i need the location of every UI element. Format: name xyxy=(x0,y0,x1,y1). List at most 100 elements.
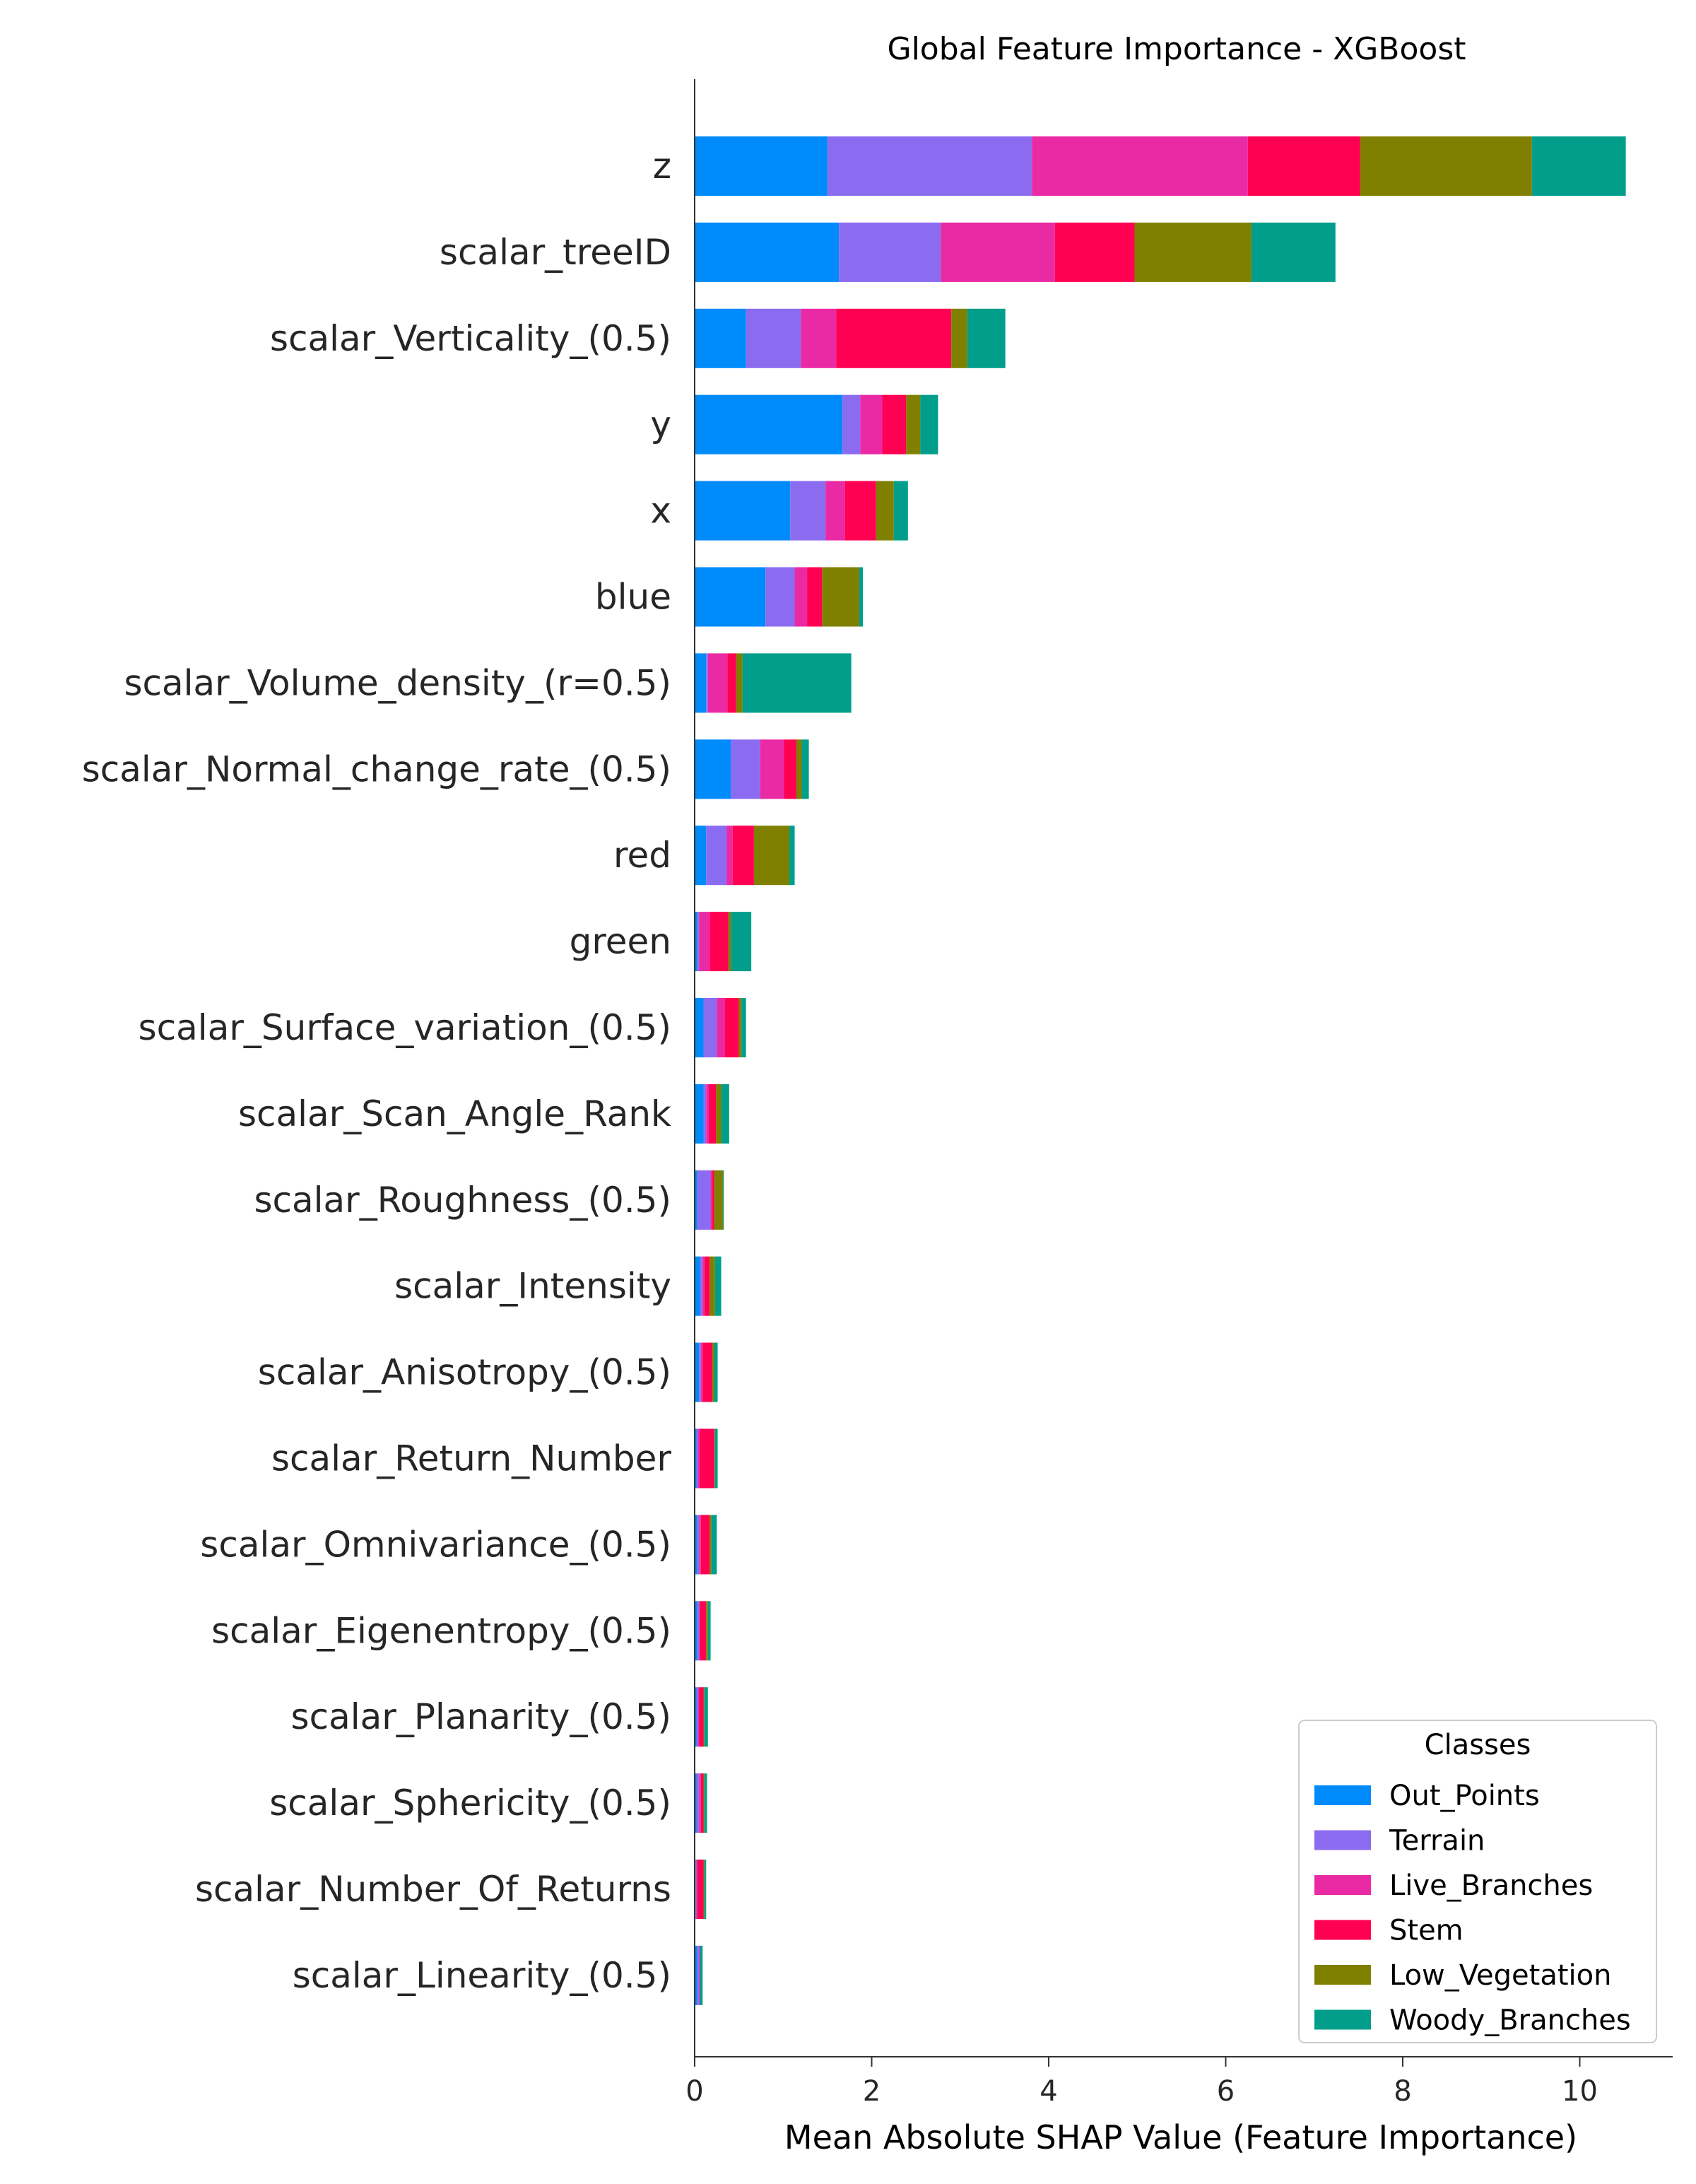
bar-segment-terrain-21 xyxy=(697,1945,700,2005)
y-tick-label: z xyxy=(653,146,671,187)
y-tick-label: red xyxy=(613,835,671,876)
bar-segment-out-points-9 xyxy=(695,912,697,972)
bar-segment-woody-branches-3 xyxy=(920,394,938,454)
x-tick-label: 10 xyxy=(1562,2075,1598,2108)
bar-segment-live-branches-3 xyxy=(860,394,883,454)
bar-segment-live-branches-17 xyxy=(699,1601,700,1661)
bar-segment-woody-branches-21 xyxy=(700,1945,703,2005)
bar-segment-out-points-15 xyxy=(695,1428,697,1489)
bar-segment-woody-branches-13 xyxy=(714,1256,722,1316)
y-tick-label: x xyxy=(650,491,671,532)
bar-segment-live-branches-21 xyxy=(699,1945,700,2005)
bar-segment-woody-branches-2 xyxy=(967,308,1006,368)
bar-segment-woody-branches-14 xyxy=(714,1342,718,1402)
bar-segment-terrain-19 xyxy=(696,1773,700,1833)
y-tick-label: scalar_Number_Of_Returns xyxy=(195,1869,671,1910)
legend-label: Terrain xyxy=(1389,1825,1485,1857)
y-tick-label: scalar_Linearity_(0.5) xyxy=(293,1955,671,1996)
bar-segment-terrain-14 xyxy=(699,1342,701,1402)
bar-segment-low-vegetation-18 xyxy=(703,1687,705,1747)
y-tick-label: scalar_Return_Number xyxy=(271,1438,671,1479)
bar-segment-low-vegetation-0 xyxy=(1360,136,1532,196)
bar-segment-terrain-7 xyxy=(731,739,760,799)
bar-segment-terrain-18 xyxy=(696,1687,698,1747)
bar-segment-out-points-21 xyxy=(695,1945,697,2005)
bar-segment-stem-13 xyxy=(704,1256,710,1316)
bar-segment-live-branches-4 xyxy=(825,481,845,541)
y-tick-label: scalar_Verticality_(0.5) xyxy=(270,318,671,359)
y-tick-label: scalar_Eigenentropy_(0.5) xyxy=(211,1610,671,1651)
bar-segment-terrain-9 xyxy=(697,912,700,972)
chart-title: Global Feature Importance - XGBoost xyxy=(887,31,1466,67)
bar-segment-live-branches-19 xyxy=(699,1773,701,1833)
bar-segment-low-vegetation-15 xyxy=(714,1428,715,1489)
legend-swatch xyxy=(1314,1830,1371,1850)
bar-segment-stem-3 xyxy=(882,394,907,454)
bar-segment-live-branches-5 xyxy=(794,567,808,627)
bar-segment-low-vegetation-2 xyxy=(951,308,967,368)
bar-segment-woody-branches-6 xyxy=(742,653,852,713)
bar-segment-stem-0 xyxy=(1247,136,1360,196)
legend-label: Low_Vegetation xyxy=(1389,1959,1611,1992)
bar-segment-low-vegetation-4 xyxy=(876,481,894,541)
bar-segment-terrain-3 xyxy=(842,394,861,454)
bar-segment-terrain-8 xyxy=(706,826,727,886)
bar-segment-live-branches-14 xyxy=(700,1342,703,1402)
bar-segment-live-branches-16 xyxy=(699,1515,701,1575)
y-tick-label: scalar_Volume_density_(r=0.5) xyxy=(124,662,671,703)
bar-segment-out-points-18 xyxy=(695,1687,697,1747)
bar-segment-woody-branches-0 xyxy=(1531,136,1626,196)
bar-segment-low-vegetation-7 xyxy=(796,739,802,799)
bar-segment-out-points-6 xyxy=(695,653,707,713)
bar-segment-live-branches-8 xyxy=(726,826,733,886)
bar-segment-live-branches-1 xyxy=(941,222,1055,282)
y-tick-label: blue xyxy=(595,577,671,618)
bar-segment-out-points-5 xyxy=(695,567,766,627)
bar-segment-out-points-13 xyxy=(695,1256,700,1316)
bar-segment-low-vegetation-13 xyxy=(709,1256,715,1316)
bar-segment-woody-branches-17 xyxy=(707,1601,711,1661)
bar-segment-woody-branches-20 xyxy=(704,1860,707,1919)
legend-swatch xyxy=(1314,1965,1371,1985)
bar-segment-terrain-5 xyxy=(765,567,795,627)
bar-segment-low-vegetation-3 xyxy=(906,394,921,454)
bar-segment-stem-4 xyxy=(844,481,876,541)
y-tick-label: scalar_treeID xyxy=(440,232,671,273)
bar-segment-low-vegetation-20 xyxy=(703,1860,705,1919)
bar-segment-live-branches-7 xyxy=(760,739,784,799)
bar-segment-live-branches-2 xyxy=(801,308,837,368)
bar-segment-terrain-20 xyxy=(695,1860,697,1919)
bar-segment-live-branches-9 xyxy=(699,912,710,972)
bar-segment-out-points-12 xyxy=(695,1170,697,1230)
legend-label: Woody_Branches xyxy=(1389,2004,1631,2037)
y-tick-labels: z scalar_treeID scalar_Verticality_(0.5)y x… xyxy=(82,146,672,1996)
legend-items: Out_Points Terrain Live_Branches Stem Low_Ve… xyxy=(1314,1780,1631,2037)
y-tick-label: scalar_Scan_Angle_Rank xyxy=(238,1093,671,1134)
bar-segment-terrain-1 xyxy=(839,222,941,282)
bar-segment-out-points-2 xyxy=(695,308,746,368)
bar-segment-out-points-17 xyxy=(695,1601,697,1661)
bar-segment-stem-12 xyxy=(712,1170,714,1230)
x-tick-label: 0 xyxy=(685,2075,703,2108)
bar-segment-low-vegetation-8 xyxy=(753,826,790,886)
x-tick-label: 4 xyxy=(1040,2075,1057,2108)
bar-segment-stem-7 xyxy=(784,739,797,799)
y-tick-label: y xyxy=(650,404,671,445)
bar-segment-terrain-10 xyxy=(703,998,717,1057)
bar-segment-woody-branches-4 xyxy=(893,481,908,541)
legend-swatch xyxy=(1314,1875,1371,1895)
bar-segment-out-points-10 xyxy=(695,998,704,1057)
bar-segment-terrain-4 xyxy=(790,481,826,541)
x-tick-label: 6 xyxy=(1217,2075,1235,2108)
bar-segment-out-points-0 xyxy=(695,136,828,196)
legend-label: Live_Branches xyxy=(1389,1869,1593,1902)
bar-segment-woody-branches-5 xyxy=(859,567,863,627)
bar-segment-terrain-16 xyxy=(697,1515,700,1575)
bar-segment-low-vegetation-11 xyxy=(716,1084,722,1144)
bar-segment-out-points-7 xyxy=(695,739,731,799)
bar-segment-stem-10 xyxy=(724,998,739,1057)
x-tick-label: 2 xyxy=(863,2075,881,2108)
bar-segment-stem-8 xyxy=(732,826,754,886)
bar-segment-out-points-3 xyxy=(695,394,843,454)
